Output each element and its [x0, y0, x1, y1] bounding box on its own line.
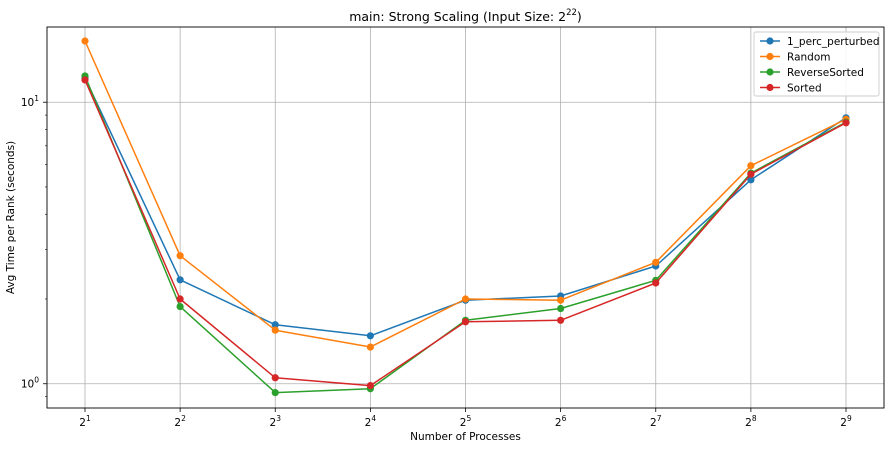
data-point: [366, 381, 374, 390]
data-point: [176, 276, 184, 284]
data-point: [176, 252, 184, 260]
chart-title: main: Strong Scaling (Input Size: 222): [349, 8, 582, 24]
x-tick-label-base: 2: [174, 417, 181, 429]
x-tick-label-base: 2: [840, 417, 847, 429]
y-tick-label-exponent: 1: [34, 94, 39, 103]
data-point: [652, 279, 660, 287]
data-point: [652, 258, 660, 266]
x-tick-label: 22: [174, 414, 186, 429]
series-lines: [81, 37, 850, 397]
x-tick-label-exponent: 5: [466, 414, 471, 423]
x-tick-label: 23: [270, 414, 282, 429]
y-tick-label: 101: [21, 94, 39, 109]
x-tick-label: 29: [840, 414, 852, 429]
x-tick-label-exponent: 9: [847, 414, 852, 423]
x-tick-label-base: 2: [555, 417, 562, 429]
x-tick-label-exponent: 4: [371, 414, 376, 423]
x-tick-label: 28: [745, 414, 757, 429]
data-point: [747, 162, 755, 170]
data-point: [461, 295, 470, 303]
data-point: [271, 321, 279, 329]
data-point: [271, 389, 279, 397]
x-tick-label-base: 2: [270, 417, 277, 429]
legend-marker: [766, 52, 774, 61]
legend-marker: [766, 83, 774, 92]
data-point: [176, 302, 184, 311]
x-tick-label-exponent: 7: [657, 414, 662, 423]
data-point: [842, 119, 850, 127]
data-point: [557, 316, 565, 324]
x-axis-ticks: 21 22 23 24 25 26 27 28 29: [79, 408, 852, 429]
legend-label: 1_perc_perturbed: [787, 36, 880, 48]
x-tick-label-exponent: 3: [276, 414, 281, 423]
x-tick-label: 26: [555, 414, 567, 429]
chart-title-prefix: main: Strong Scaling (Input Size:: [349, 9, 558, 24]
legend-label: Sorted: [787, 82, 822, 94]
x-tick-label-exponent: 6: [562, 414, 567, 423]
chart-title-exponent: 22: [566, 8, 577, 18]
data-point: [461, 318, 470, 326]
x-tick-label-base: 2: [460, 417, 467, 429]
x-tick-label: 25: [460, 414, 472, 429]
legend: 1_perc_perturbed Random ReverseSorted Sorte…: [753, 31, 880, 97]
legend-marker: [766, 68, 774, 76]
legend-marker: [766, 37, 774, 45]
y-axis-label: Avg Time per Rank (seconds): [5, 141, 17, 294]
data-point: [557, 304, 565, 313]
data-point: [747, 170, 755, 178]
x-tick-label-base: 2: [650, 417, 657, 429]
x-tick-label-base: 2: [745, 417, 752, 429]
x-tick-label-base: 2: [79, 417, 86, 429]
x-tick-label-base: 2: [365, 417, 372, 429]
data-point: [81, 37, 89, 45]
legend-label: ReverseSorted: [787, 67, 864, 79]
legend-box: [753, 31, 880, 97]
data-point: [366, 343, 374, 351]
data-point: [81, 76, 89, 84]
x-tick-label: 21: [79, 414, 91, 429]
data-point: [176, 295, 184, 303]
data-point: [366, 332, 374, 340]
x-tick-label: 27: [650, 414, 662, 429]
data-point: [271, 326, 279, 334]
x-tick-label-exponent: 2: [181, 414, 186, 423]
legend-label: Random: [787, 51, 830, 63]
x-tick-label-exponent: 8: [752, 414, 757, 423]
chart-title-suffix: ): [577, 9, 582, 24]
y-tick-label-base: 10: [21, 97, 34, 109]
x-tick-label: 24: [365, 414, 377, 429]
y-tick-label: 100: [21, 376, 39, 391]
chart-title-base: 2: [558, 9, 566, 24]
x-axis-label: Number of Processes: [410, 431, 521, 443]
y-tick-label-exponent: 0: [34, 376, 39, 385]
data-point: [557, 296, 565, 304]
y-tick-label-base: 10: [21, 379, 34, 391]
data-point: [271, 374, 279, 382]
data-point: [747, 176, 755, 184]
x-tick-label-exponent: 1: [86, 414, 91, 423]
